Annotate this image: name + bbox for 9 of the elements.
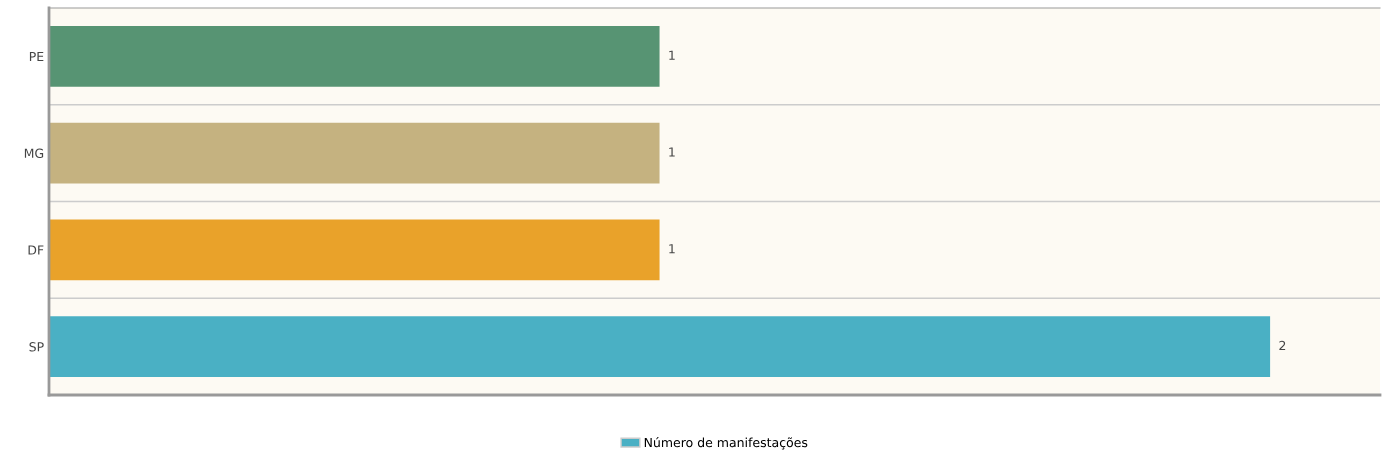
legend-label: Número de manifestações xyxy=(644,437,808,450)
y-tick-label: SP xyxy=(29,342,44,352)
y-tick-label: DF xyxy=(28,245,44,255)
data-label: 2 xyxy=(1279,340,1286,351)
y-tick-label: MG xyxy=(24,148,44,159)
data-label: 1 xyxy=(669,147,675,157)
data-label: 1 xyxy=(669,244,675,254)
data-label: 1 xyxy=(669,50,675,60)
y-tick-label: PE xyxy=(29,52,44,62)
